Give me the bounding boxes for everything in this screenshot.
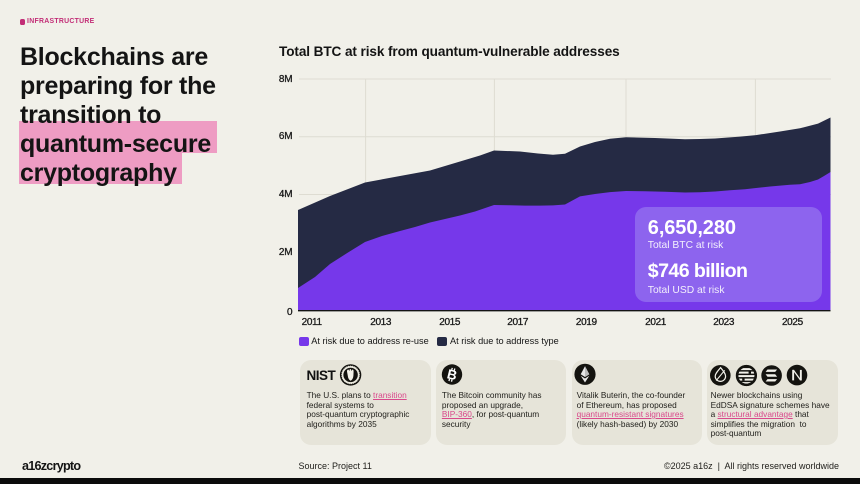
svg-text:NIST: NIST <box>307 368 337 383</box>
